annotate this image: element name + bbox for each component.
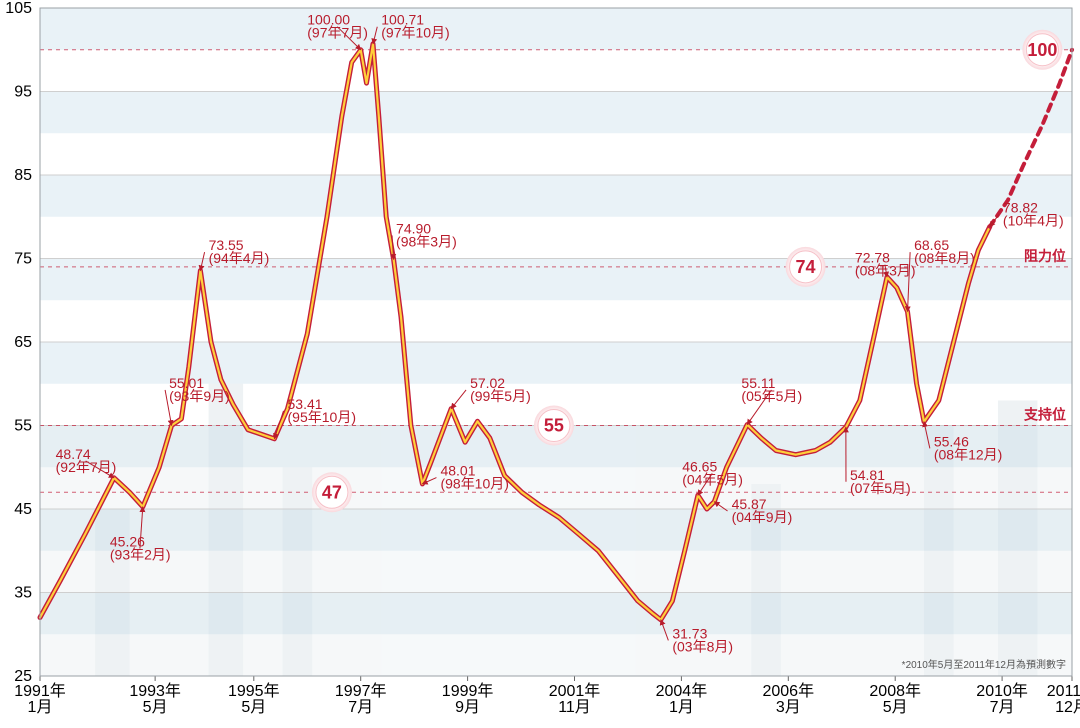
- x-tick-year: 1999年: [442, 682, 494, 700]
- x-tick-month: 12月: [1055, 699, 1080, 716]
- x-tick-month: 1月: [669, 699, 694, 716]
- x-tick-month: 5月: [143, 699, 168, 716]
- annotation-date: (98年10月): [440, 476, 508, 492]
- x-tick-year: 2001年: [549, 682, 601, 700]
- chart-root: 47557410025354555657585951051991年1月1993年…: [0, 0, 1080, 728]
- y-tick-label: 95: [14, 84, 32, 101]
- x-tick-year: 1997年: [335, 682, 387, 700]
- annotation-date: (03年8月): [672, 638, 733, 654]
- axis-side-label: 阻力位: [1024, 248, 1066, 264]
- x-tick-year: 1991年: [14, 682, 66, 700]
- annotation-date: (05年5月): [741, 388, 802, 404]
- y-tick-label: 85: [14, 167, 32, 184]
- annotation-date: (98年3月): [396, 233, 457, 249]
- x-tick-month: 1月: [28, 699, 53, 716]
- annotation-date: (10年4月): [1003, 213, 1064, 229]
- annotation-date: (93年9月): [169, 388, 230, 404]
- x-tick-month: 11月: [558, 699, 591, 716]
- annotation-date: (94年4月): [209, 250, 270, 266]
- annotation-date: (92年7月): [56, 459, 117, 475]
- y-tick-label: 105: [5, 0, 32, 17]
- annotation-date: (04年9月): [732, 509, 793, 525]
- x-tick-month: 7月: [348, 699, 373, 716]
- bubble-label: 55: [544, 416, 564, 436]
- x-tick-month: 3月: [776, 699, 801, 716]
- x-tick-year: 2004年: [656, 682, 708, 700]
- footnote: *2010年5月至2011年12月為預測數字: [902, 658, 1066, 671]
- x-tick-month: 5月: [883, 699, 908, 716]
- bubble-label: 47: [322, 482, 342, 502]
- x-tick-month: 7月: [990, 699, 1015, 716]
- x-tick-year: 1995年: [228, 682, 280, 700]
- axis-side-label: 支持位: [1023, 407, 1066, 423]
- annotation-date: (08年8月): [914, 250, 975, 266]
- y-tick-label: 55: [14, 418, 32, 435]
- y-tick-label: 35: [14, 585, 32, 602]
- x-tick-year: 1993年: [129, 682, 181, 700]
- line-chart: 47557410025354555657585951051991年1月1993年…: [0, 0, 1080, 728]
- annotation-date: (97年10月): [381, 25, 449, 41]
- annotation-date: (97年7月): [307, 25, 368, 41]
- x-tick-year: 2008年: [869, 682, 921, 700]
- x-tick-year: 2011年: [1047, 682, 1080, 700]
- y-tick-label: 75: [14, 251, 32, 268]
- annotation-date: (08年3月): [855, 263, 916, 279]
- x-tick-year: 2010年: [976, 682, 1028, 700]
- y-axis: 2535455565758595105: [5, 0, 32, 685]
- annotation-date: (95年10月): [288, 409, 356, 425]
- x-tick-year: 2006年: [762, 682, 814, 700]
- bubble-label: 74: [796, 257, 816, 277]
- annotation-date: (93年2月): [110, 547, 171, 563]
- y-tick-label: 45: [14, 501, 32, 518]
- annotation-date: (08年12月): [934, 446, 1002, 462]
- x-axis: 1991年1月1993年5月1995年5月1997年7月1999年9月2001年…: [14, 676, 1080, 716]
- x-tick-month: 5月: [241, 699, 266, 716]
- annotation-date: (07年5月): [850, 480, 911, 496]
- bubble-label: 100: [1027, 40, 1057, 60]
- x-tick-month: 9月: [455, 699, 480, 716]
- annotation-date: (99年5月): [470, 388, 531, 404]
- y-tick-label: 65: [14, 334, 32, 351]
- annotation-date: (04年5月): [682, 471, 743, 487]
